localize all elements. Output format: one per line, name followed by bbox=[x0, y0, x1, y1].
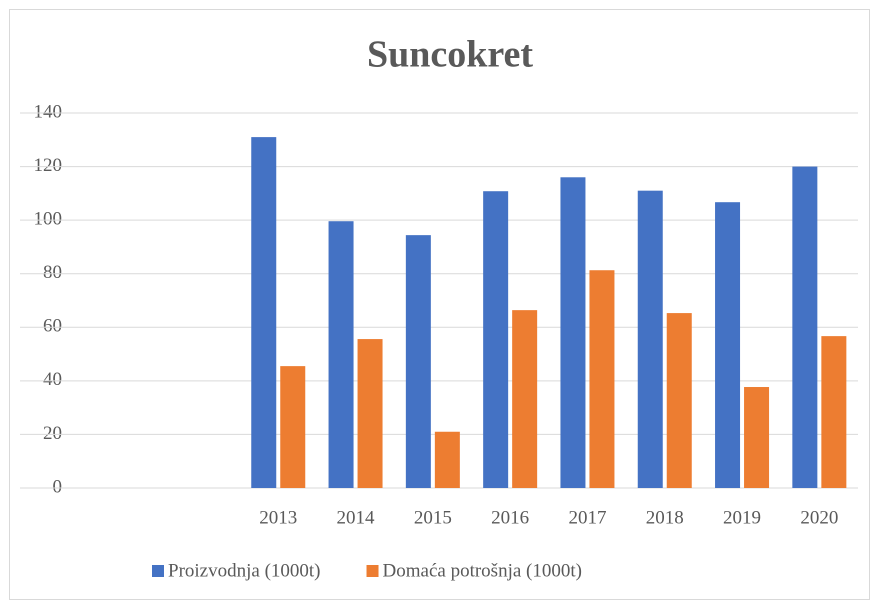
bar bbox=[715, 202, 741, 489]
legend-swatch bbox=[366, 565, 379, 577]
x-tick-label: 2013 bbox=[259, 507, 297, 528]
bar bbox=[357, 339, 383, 488]
bar bbox=[637, 190, 663, 488]
bar bbox=[280, 366, 306, 488]
x-tick-label: 2015 bbox=[414, 507, 452, 528]
y-tick-label: 20 bbox=[43, 423, 62, 444]
y-tick-label: 0 bbox=[53, 476, 63, 497]
y-tick-label: 60 bbox=[43, 316, 62, 337]
x-tick-label: 2018 bbox=[646, 507, 684, 528]
bar bbox=[744, 387, 770, 488]
legend-label: Domaća potrošnja (1000t) bbox=[383, 560, 582, 581]
bar bbox=[512, 310, 538, 488]
x-tick-label: 2019 bbox=[723, 507, 761, 528]
bar bbox=[666, 313, 692, 488]
bar bbox=[589, 270, 615, 488]
y-tick-label: 140 bbox=[34, 101, 63, 122]
bar bbox=[483, 191, 509, 488]
chart-title: Suncokret bbox=[367, 34, 533, 76]
x-tick-label: 2016 bbox=[491, 507, 529, 528]
x-tick-label: 2017 bbox=[568, 507, 606, 528]
bar bbox=[434, 431, 460, 488]
y-tick-label: 120 bbox=[34, 155, 63, 176]
legend-swatch bbox=[152, 565, 164, 577]
legend-label: Proizvodnja (1000t) bbox=[168, 560, 321, 581]
bar bbox=[328, 221, 354, 488]
bar bbox=[821, 336, 847, 488]
bar bbox=[251, 137, 277, 488]
x-tick-label: 2014 bbox=[337, 507, 376, 528]
bar bbox=[560, 177, 586, 489]
x-tick-label: 2020 bbox=[800, 507, 838, 528]
bar bbox=[792, 166, 818, 489]
y-tick-label: 100 bbox=[34, 209, 63, 230]
y-tick-label: 40 bbox=[43, 369, 62, 390]
bar bbox=[405, 235, 431, 488]
y-tick-label: 80 bbox=[43, 262, 62, 283]
